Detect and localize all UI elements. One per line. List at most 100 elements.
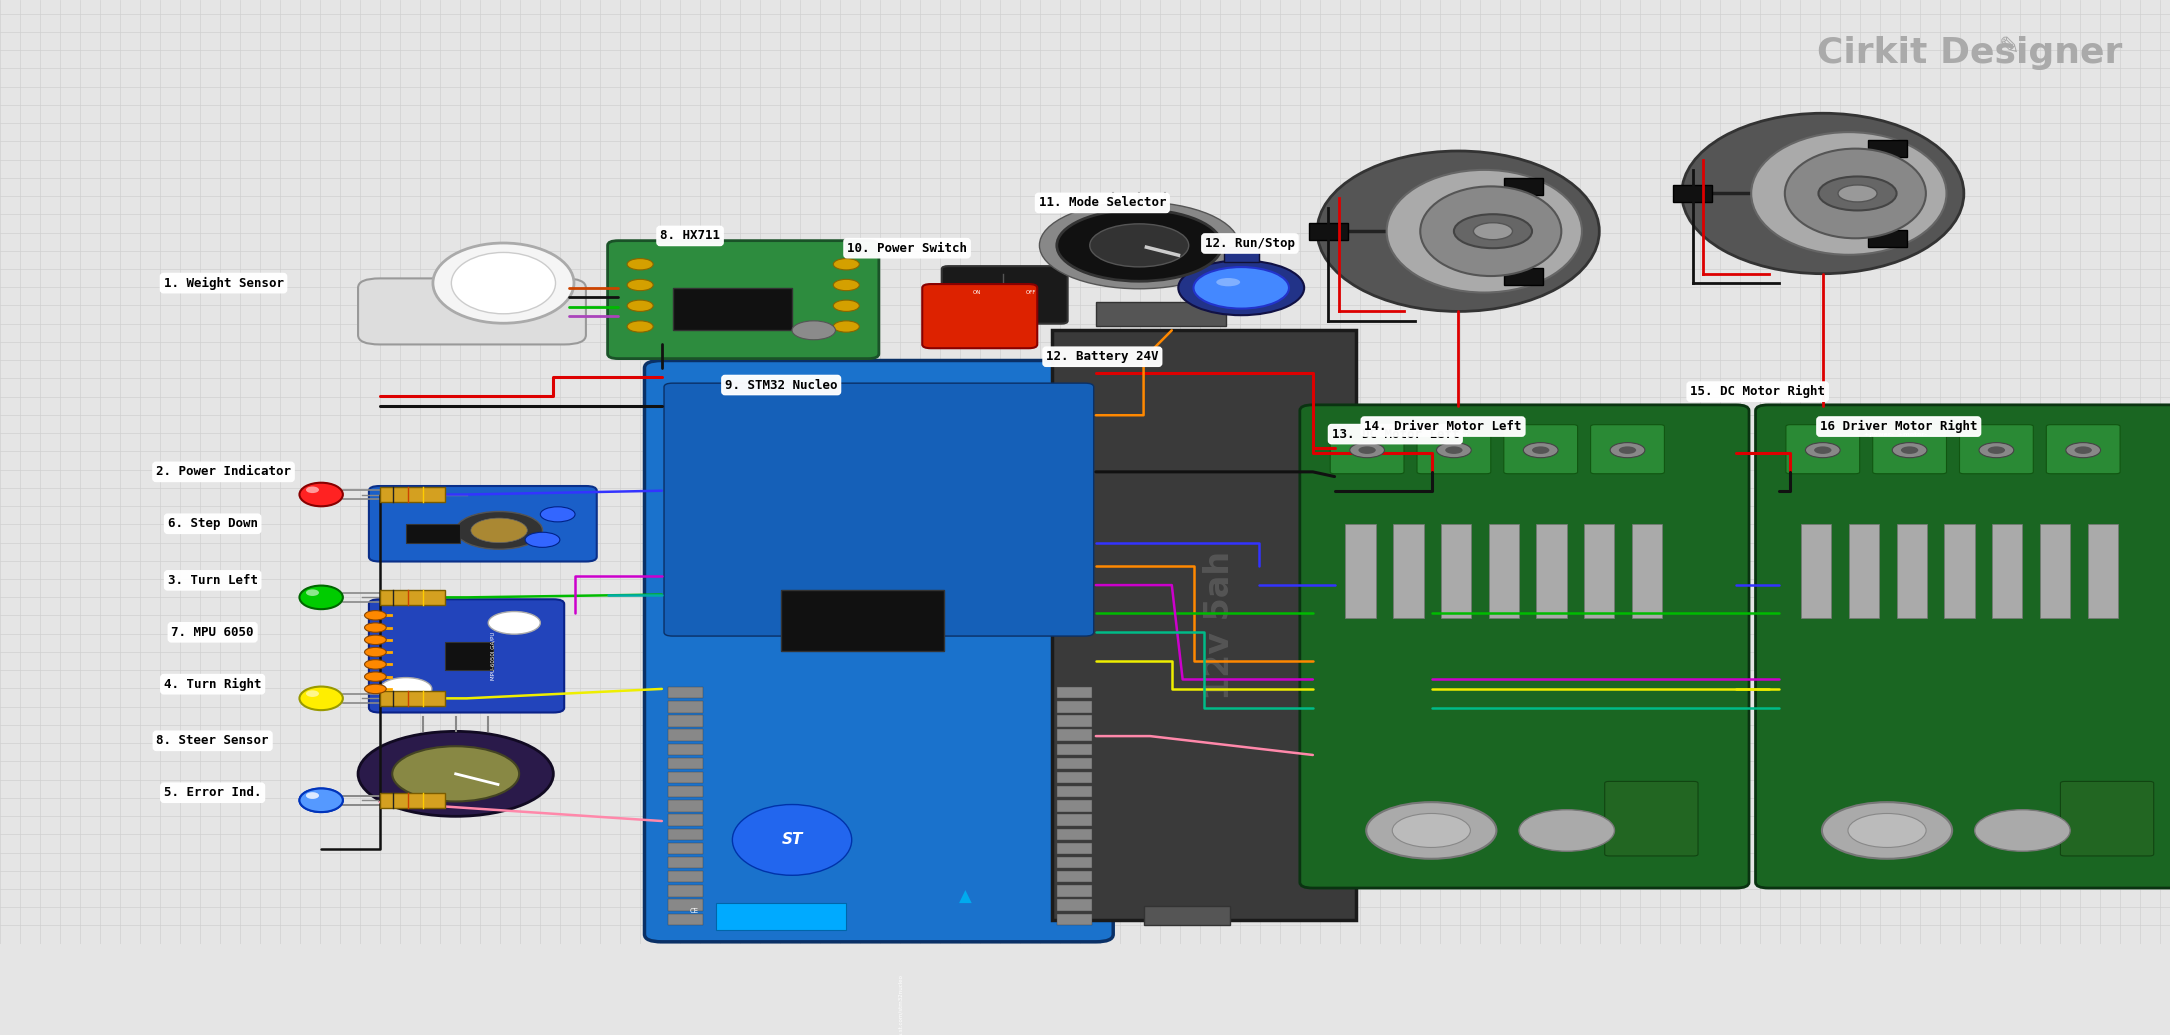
Circle shape <box>2075 446 2092 454</box>
Bar <box>1057 772 1092 783</box>
Text: OFF: OFF <box>1026 290 1035 295</box>
Bar <box>406 524 460 542</box>
Ellipse shape <box>1751 132 1946 255</box>
Bar <box>445 642 493 670</box>
Bar <box>1057 701 1092 712</box>
Bar <box>1096 302 1226 326</box>
Text: 11. Mode Selector: 11. Mode Selector <box>1039 197 1165 209</box>
Circle shape <box>393 746 519 801</box>
Text: 6. Step Down: 6. Step Down <box>167 518 258 530</box>
Circle shape <box>1350 443 1384 457</box>
Circle shape <box>1818 177 1897 210</box>
Text: 7. MPU 6050: 7. MPU 6050 <box>171 626 254 639</box>
Bar <box>668 772 703 783</box>
Circle shape <box>1437 443 1471 457</box>
Circle shape <box>358 732 553 817</box>
Ellipse shape <box>306 486 319 493</box>
FancyBboxPatch shape <box>2046 424 2120 474</box>
Circle shape <box>540 507 575 522</box>
Bar <box>668 715 703 727</box>
Text: Cirkit Designer: Cirkit Designer <box>1816 36 2122 69</box>
FancyBboxPatch shape <box>1300 405 1749 888</box>
Text: +power-  +motor-: +power- +motor- <box>1864 432 1927 437</box>
Bar <box>1057 885 1092 896</box>
Circle shape <box>627 300 653 312</box>
Ellipse shape <box>306 792 319 799</box>
Bar <box>1057 800 1092 811</box>
Bar <box>1057 758 1092 769</box>
Bar <box>1849 524 1879 618</box>
Circle shape <box>1473 223 1512 240</box>
Circle shape <box>833 300 859 312</box>
Circle shape <box>471 519 527 542</box>
Text: 12. Battery 24V: 12. Battery 24V <box>1046 350 1159 363</box>
Text: MPU-6050I GA/PU: MPU-6050I GA/PU <box>490 631 495 680</box>
Circle shape <box>1367 802 1497 859</box>
Bar <box>668 815 703 826</box>
Text: 14. Driver Motor Left: 14. Driver Motor Left <box>1365 420 1521 433</box>
Bar <box>380 690 445 706</box>
Circle shape <box>1532 446 1549 454</box>
FancyBboxPatch shape <box>2062 781 2153 856</box>
Circle shape <box>1979 443 2014 457</box>
Ellipse shape <box>299 586 343 610</box>
FancyBboxPatch shape <box>369 486 597 562</box>
Circle shape <box>792 321 835 339</box>
Text: 9. STM32 Nucleo: 9. STM32 Nucleo <box>725 379 838 391</box>
Ellipse shape <box>299 789 343 812</box>
FancyBboxPatch shape <box>1756 405 2170 888</box>
Bar <box>1897 524 1927 618</box>
Text: 8. Steer Sensor: 8. Steer Sensor <box>156 734 269 747</box>
Bar <box>1992 524 2022 618</box>
Bar <box>668 885 703 896</box>
FancyBboxPatch shape <box>1504 424 1578 474</box>
Ellipse shape <box>1421 186 1562 276</box>
Circle shape <box>1454 214 1532 248</box>
Bar <box>668 758 703 769</box>
Text: ST: ST <box>781 832 803 848</box>
Circle shape <box>1057 209 1222 282</box>
Text: 2. Power Indicator: 2. Power Indicator <box>156 466 291 478</box>
FancyBboxPatch shape <box>369 599 564 712</box>
Ellipse shape <box>299 686 343 710</box>
Bar <box>668 701 703 712</box>
Circle shape <box>1823 802 1953 859</box>
Text: 5. Error Ind.: 5. Error Ind. <box>165 787 260 799</box>
FancyBboxPatch shape <box>664 383 1094 637</box>
Circle shape <box>1393 814 1471 848</box>
Circle shape <box>833 321 859 332</box>
Bar <box>2040 524 2070 618</box>
Circle shape <box>1805 443 1840 457</box>
Circle shape <box>627 259 653 270</box>
Text: 10. Power Switch: 10. Power Switch <box>846 242 968 255</box>
Bar <box>1944 524 1975 618</box>
Ellipse shape <box>306 792 319 799</box>
FancyBboxPatch shape <box>1873 424 1946 474</box>
Ellipse shape <box>1387 170 1582 293</box>
Ellipse shape <box>306 589 319 596</box>
Circle shape <box>525 532 560 548</box>
Bar <box>1057 871 1092 883</box>
Bar <box>380 486 445 502</box>
Text: 3. Turn Left: 3. Turn Left <box>167 573 258 587</box>
Bar <box>716 904 846 929</box>
Text: +power-  +motor-: +power- +motor- <box>1408 432 1471 437</box>
Bar <box>668 829 703 840</box>
Text: 16 Driver Motor Right: 16 Driver Motor Right <box>1821 420 1977 433</box>
Bar <box>781 590 944 651</box>
Ellipse shape <box>733 804 851 876</box>
Circle shape <box>1519 809 1614 851</box>
Bar <box>1632 524 1662 618</box>
Circle shape <box>380 678 432 701</box>
Ellipse shape <box>1784 149 1927 238</box>
Text: CE: CE <box>690 908 699 914</box>
Bar <box>1489 524 1519 618</box>
Circle shape <box>2066 443 2101 457</box>
FancyBboxPatch shape <box>358 278 586 345</box>
Bar <box>1309 223 1348 240</box>
Bar <box>673 288 792 330</box>
FancyBboxPatch shape <box>1604 781 1697 856</box>
FancyBboxPatch shape <box>922 284 1037 348</box>
Bar <box>1504 178 1543 195</box>
Bar <box>1536 524 1567 618</box>
